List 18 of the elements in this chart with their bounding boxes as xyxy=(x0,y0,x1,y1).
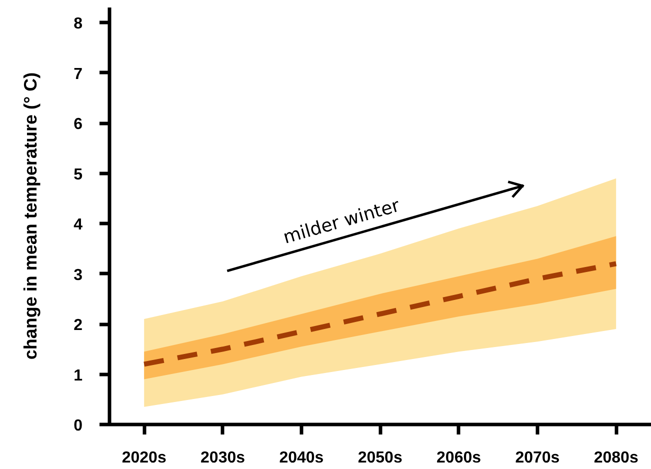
y-tick-label: 5 xyxy=(74,166,83,184)
y-tick-label: 7 xyxy=(74,66,83,83)
x-tick-label: 2080s xyxy=(594,450,638,466)
x-tick-label: 2050s xyxy=(358,450,402,466)
y-tick-label: 4 xyxy=(74,216,83,234)
x-tick-label: 2040s xyxy=(279,450,324,466)
y-tick-label: 2 xyxy=(74,317,83,334)
x-tick-label: 2030s xyxy=(200,450,246,466)
annotation: milder winter xyxy=(280,195,403,248)
x-tick-label: 2020s xyxy=(122,450,166,466)
x-tick-label: 2060s xyxy=(436,450,482,466)
y-tick-label: 8 xyxy=(74,16,83,33)
y-tick-label: 3 xyxy=(74,266,83,284)
y-tick-label: 6 xyxy=(74,116,83,134)
x-tick-label: 2070s xyxy=(515,450,560,466)
y-tick-label: 1 xyxy=(74,367,83,384)
y-tick-label: 0 xyxy=(74,418,83,434)
y-axis-title: change in mean temperature (° C) xyxy=(20,72,41,360)
